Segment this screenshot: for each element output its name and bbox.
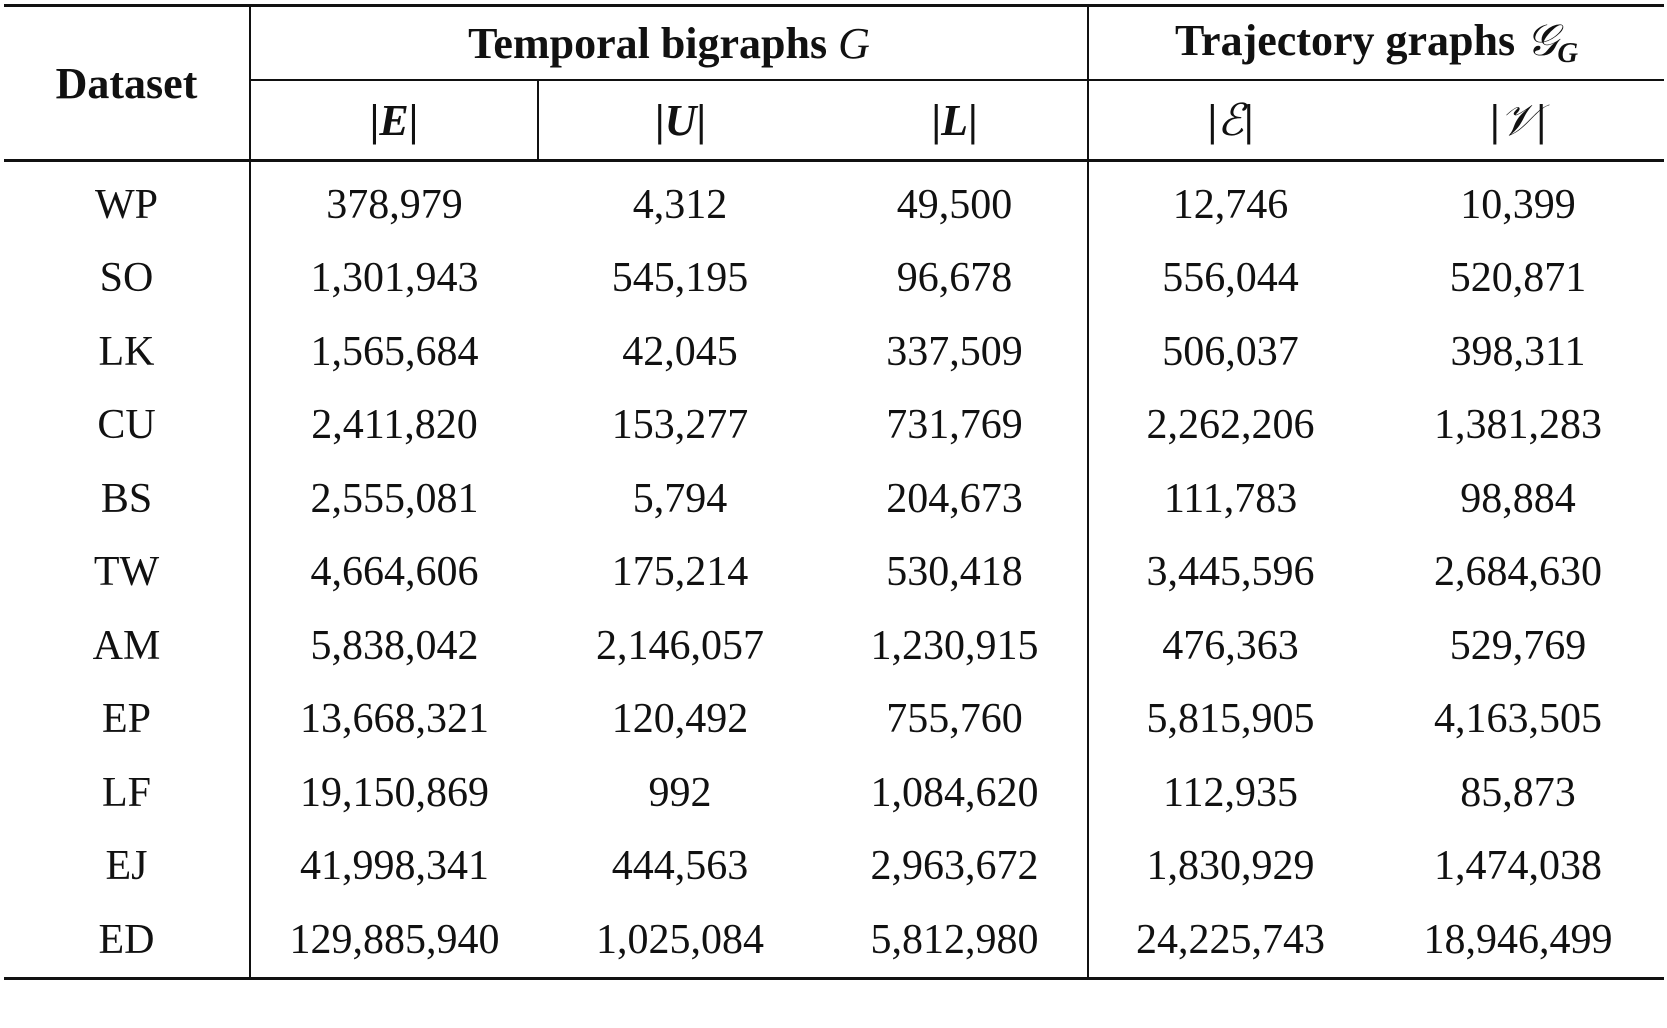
dataset-column-header: Dataset [4, 4, 251, 162]
table-row: ED 129,885,940 1,025,084 5,812,980 24,225,74… [4, 903, 1665, 978]
edges-count-cell: 378,979 [326, 181, 463, 228]
dataset-name-cell: TW [4, 535, 251, 609]
lower-nodes-count-cell: 731,769 [822, 388, 1090, 462]
lower-nodes-count-cell: 337,509 [822, 315, 1090, 389]
edges-count-cell: 4,664,606 [310, 549, 479, 596]
table-row: CU 2,411,820 153,277 731,769 2,262,206 1,381,… [4, 388, 1664, 462]
upper-nodes-count-cell: 4,312 [632, 181, 728, 228]
dataset-name-cell: EP [4, 682, 251, 756]
trajectory-edges-count-cell: 112,935 [1163, 769, 1298, 816]
temporal-bigraphs-group-header: Temporal bigraphs G [250, 4, 1090, 81]
trajectory-vertices-count-header: |𝒱| [1372, 80, 1665, 162]
trajectory-vertices-count-cell: 520,871 [1449, 255, 1587, 302]
trajectory-edges-count-cell: 111,783 [1163, 475, 1298, 522]
upper-nodes-count-cell: 2,146,057 [596, 622, 764, 669]
dataset-name-cell: BS [4, 462, 251, 536]
trajectory-edges-count-cell: 556,044 [1162, 255, 1299, 302]
trajectory-edges-count-cell: 506,037 [1162, 328, 1299, 375]
upper-nodes-count-header: |U| [538, 80, 822, 162]
upper-nodes-count-cell: 545,195 [611, 255, 749, 302]
lower-nodes-count-cell: 755,760 [822, 682, 1090, 756]
table-row: TW 4,664,606 175,214 530,418 3,445,596 2,684,… [4, 535, 1664, 609]
trajectory-vertices-count-cell: 4,163,505 [1434, 696, 1603, 743]
trajectory-graphs-symbol: 𝒢 [1526, 15, 1558, 67]
lower-nodes-count-cell: 204,673 [822, 462, 1090, 536]
dataset-name-cell: LK [4, 315, 251, 389]
edges-count-cell: 1,301,943 [310, 255, 479, 302]
dataset-name-cell: SO [4, 241, 251, 315]
dataset-name-cell: CU [4, 388, 251, 462]
table-row: EP 13,668,321 120,492 755,760 5,815,905 4,163… [4, 682, 1664, 756]
dataset-name-cell: WP [4, 160, 251, 242]
dataset-name-cell: LF [4, 756, 251, 830]
dataset-name-cell: EJ [4, 829, 251, 903]
edges-count-cell: 41,998,341 [300, 843, 489, 890]
trajectory-vertices-count-cell: 398,311 [1450, 328, 1586, 375]
dataset-statistics-table: Dataset Temporal bigraphs G Trajectory g… [4, 4, 1665, 980]
trajectory-vertices-count-cell: 2,684,630 [1434, 549, 1603, 596]
trajectory-vertices-count-cell: 85,873 [1460, 769, 1576, 816]
upper-nodes-count-cell: 153,277 [611, 402, 749, 449]
trajectory-edges-count-header: |ℰ| [1088, 80, 1373, 162]
trajectory-edges-count-cell: 2,262,206 [1146, 402, 1315, 449]
upper-nodes-count-cell: 1,025,084 [596, 916, 764, 963]
upper-nodes-count-cell: 120,492 [611, 696, 749, 743]
upper-nodes-count-cell: 444,563 [611, 843, 749, 890]
dataset-statistics-table-wrapper: Dataset Temporal bigraphs G Trajectory g… [4, 4, 1665, 980]
trajectory-edges-count-cell: 24,225,743 [1136, 916, 1326, 963]
edges-count-cell: 1,565,684 [310, 328, 479, 375]
edges-count-cell: 13,668,321 [300, 696, 489, 743]
table-row: LF 19,150,869 992 1,084,620 112,935 85,873 [4, 756, 1664, 830]
lower-nodes-count-cell: 1,084,620 [822, 756, 1090, 830]
edges-count-cell: 2,555,081 [310, 475, 479, 522]
trajectory-edges-count-cell: 1,830,929 [1146, 843, 1315, 890]
edges-count-cell: 129,885,940 [289, 916, 500, 963]
trajectory-edges-count-cell: 5,815,905 [1146, 696, 1315, 743]
trajectory-edges-count-cell: 3,445,596 [1146, 549, 1315, 596]
trajectory-graphs-subscript: G [1557, 38, 1579, 70]
edges-count-cell: 19,150,869 [300, 769, 489, 816]
lower-nodes-count-cell: 5,812,980 [822, 903, 1090, 978]
lower-nodes-count-header: |L| [822, 80, 1090, 162]
trajectory-vertices-count-cell: 18,946,499 [1423, 916, 1613, 963]
trajectory-vertices-count-cell: 1,381,283 [1434, 402, 1603, 449]
table-row: EJ 41,998,341 444,563 2,963,672 1,830,929 1,4… [4, 829, 1664, 903]
dataset-name-cell: ED [4, 903, 251, 978]
table-row: AM 5,838,042 2,146,057 1,230,915 476,363 529,… [4, 609, 1664, 683]
trajectory-vertices-count-cell: 10,399 [1460, 181, 1576, 228]
trajectory-vertices-count-cell: 98,884 [1460, 475, 1576, 522]
table-row: BS 2,555,081 5,794 204,673 111,783 98,884 [4, 462, 1664, 536]
table-body: WP 378,979 4,312 49,500 12,746 10,399 SO 1,301,… [4, 160, 1665, 978]
trajectory-edges-count-cell: 12,746 [1172, 181, 1289, 228]
trajectory-graphs-title: Trajectory graphs [1174, 16, 1516, 66]
trajectory-edges-count-cell: 476,363 [1162, 622, 1299, 669]
lower-nodes-count-cell: 96,678 [822, 241, 1090, 315]
lower-nodes-count-cell: 2,963,672 [822, 829, 1090, 903]
table-row: WP 378,979 4,312 49,500 12,746 10,399 [4, 160, 1664, 242]
dataset-name-cell: AM [4, 609, 251, 683]
trajectory-vertices-count-cell: 1,474,038 [1434, 843, 1603, 890]
lower-nodes-count-cell: 530,418 [822, 535, 1090, 609]
temporal-bigraphs-symbol: G [838, 18, 870, 68]
edges-count-cell: 5,838,042 [310, 622, 479, 669]
temporal-bigraphs-title: Temporal bigraphs [468, 18, 828, 68]
trajectory-graphs-group-header: Trajectory graphs 𝒢G [1088, 4, 1665, 81]
upper-nodes-count-cell: 42,045 [622, 328, 738, 375]
edges-count-header: |E| [250, 80, 539, 162]
table-row: SO 1,301,943 545,195 96,678 556,044 520,871 [4, 241, 1664, 315]
upper-nodes-count-cell: 992 [648, 769, 712, 816]
upper-nodes-count-cell: 5,794 [632, 475, 728, 522]
table-row: LK 1,565,684 42,045 337,509 506,037 398,311 [4, 315, 1664, 389]
upper-nodes-count-cell: 175,214 [611, 549, 749, 596]
lower-nodes-count-cell: 49,500 [822, 160, 1090, 242]
trajectory-vertices-count-cell: 529,769 [1449, 622, 1587, 669]
table-header: Dataset Temporal bigraphs G Trajectory g… [4, 4, 1665, 162]
edges-count-cell: 2,411,820 [311, 402, 478, 449]
lower-nodes-count-cell: 1,230,915 [822, 609, 1090, 683]
